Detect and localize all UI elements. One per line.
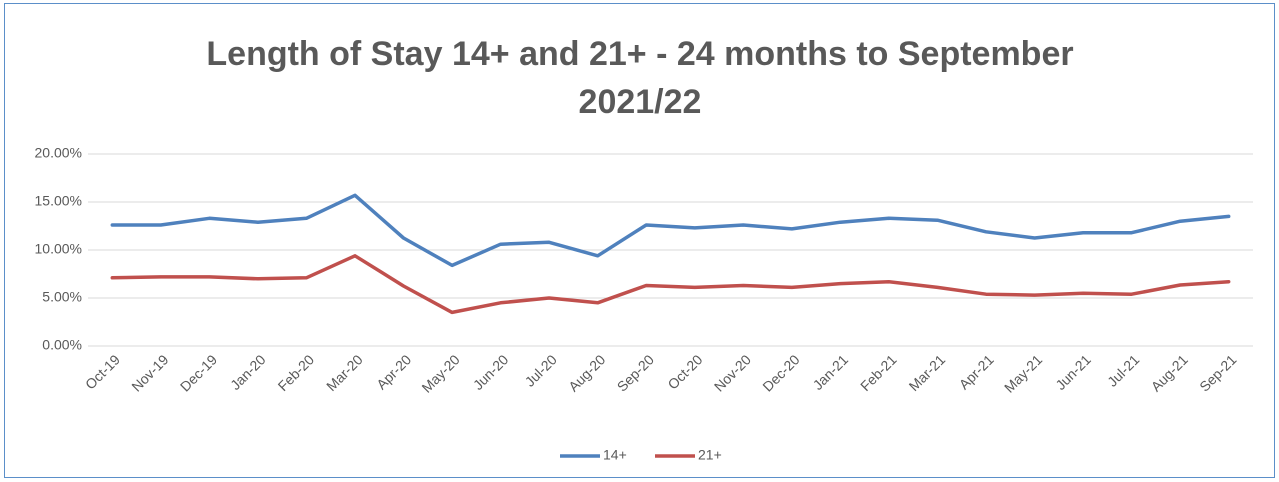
x-tick-label: Sep-21: [1196, 351, 1239, 394]
legend-label: 14+: [603, 447, 627, 463]
chart-frame: [4, 3, 1275, 478]
x-tick-label: Jan-21: [810, 351, 852, 393]
chart-title: Length of Stay 14+ and 21+ - 24 months t…: [206, 35, 1074, 121]
series-line: [110, 193, 1231, 268]
y-tick-label: 15.00%: [35, 193, 82, 209]
x-tick-label: Apr-20: [373, 351, 414, 392]
x-tick-label: Feb-20: [274, 351, 317, 394]
x-tick-label: Nov-20: [711, 351, 754, 394]
x-tick-label: Apr-21: [956, 351, 997, 392]
x-tick-label: Jun-21: [1052, 351, 1094, 393]
y-tick-label: 5.00%: [42, 289, 82, 305]
x-tick-label: Aug-20: [565, 351, 608, 394]
x-tick-label: Mar-21: [906, 351, 949, 394]
legend-label: 21+: [698, 447, 722, 463]
y-tick-label: 10.00%: [35, 241, 82, 257]
x-tick-label: Jul-21: [1104, 351, 1142, 389]
y-tick-label: 20.00%: [35, 145, 82, 161]
series-line: [110, 254, 1231, 315]
x-tick-label: Jun-20: [470, 351, 512, 393]
x-tick-label: Jul-20: [522, 351, 560, 389]
x-tick-label: Oct-20: [664, 351, 705, 392]
x-tick-label: Mar-20: [323, 351, 366, 394]
x-tick-label: Aug-21: [1148, 351, 1191, 394]
x-tick-label: Nov-19: [128, 351, 171, 394]
x-tick-label: Jan-20: [227, 351, 269, 393]
x-tick-label: Oct-19: [82, 351, 123, 392]
x-tick-label: May-20: [418, 351, 462, 395]
x-tick-label: May-21: [1001, 351, 1045, 395]
y-tick-label: 0.00%: [42, 337, 82, 353]
x-tick-label: Feb-21: [857, 351, 900, 394]
x-tick-label: Sep-20: [614, 351, 657, 394]
x-tick-label: Dec-19: [177, 351, 220, 394]
x-tick-label: Dec-20: [759, 351, 802, 394]
